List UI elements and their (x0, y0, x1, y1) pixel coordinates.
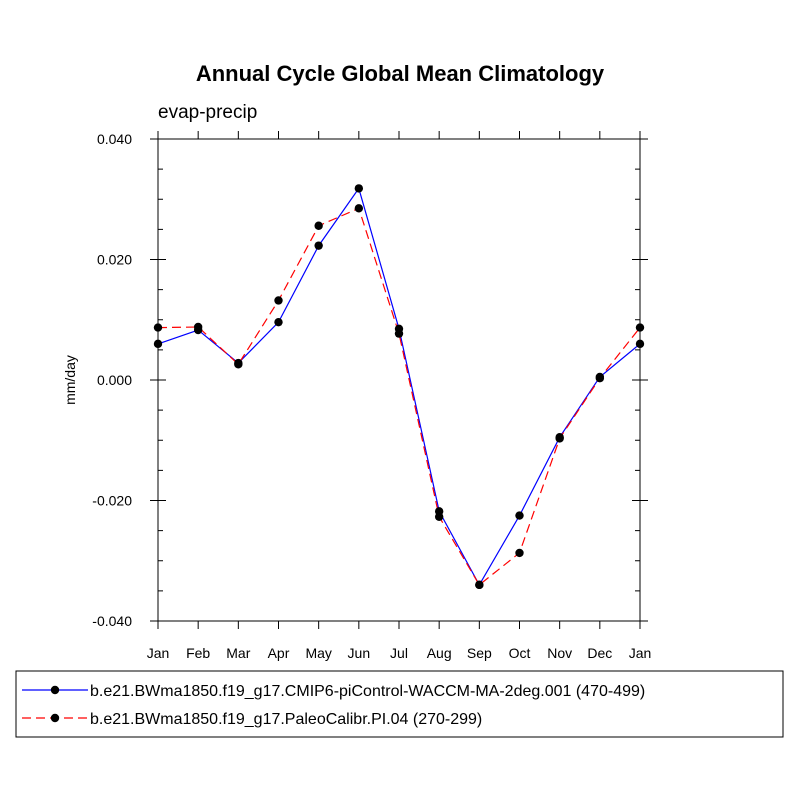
legend-entry: b.e21.BWma1850.f19_g17.CMIP6-piControl-W… (90, 683, 645, 700)
legend-marker (50, 685, 60, 695)
x-tick-label: Jan (629, 645, 652, 661)
axis-ticks (150, 131, 648, 629)
data-point (354, 204, 364, 213)
series-line (157, 207, 641, 586)
data-point (234, 360, 243, 369)
series-layer (153, 184, 645, 590)
x-tick-label: Sep (467, 645, 492, 661)
x-tick-label: Jul (390, 645, 408, 661)
series-2-points (153, 204, 645, 590)
data-point (515, 548, 524, 558)
data-point (475, 580, 484, 590)
y-tick-label: -0.020 (92, 493, 132, 509)
x-tick-label: Jun (348, 645, 371, 661)
legend-marker (50, 713, 60, 723)
chart-title: Annual Cycle Global Mean Climatology (196, 61, 605, 86)
data-point (595, 373, 605, 383)
data-point (434, 512, 444, 521)
x-tick-label: Apr (268, 645, 290, 661)
x-tick-label: Jan (147, 645, 170, 661)
data-point (394, 329, 404, 338)
y-tick-label: 0.000 (97, 372, 132, 388)
y-tick-label: -0.040 (92, 613, 132, 629)
legend-entry: b.e21.BWma1850.f19_g17.PaleoCalibr.PI.04… (90, 711, 482, 728)
series-1-points (153, 184, 645, 590)
chart-subtitle: evap-precip (158, 102, 257, 123)
x-tick-label: Nov (547, 645, 572, 661)
plot-frame (157, 138, 641, 622)
x-tick-label: Mar (226, 645, 250, 661)
data-point (515, 511, 524, 520)
legend-box (15, 670, 784, 738)
y-tick-label: 0.020 (97, 252, 132, 268)
series-2 (157, 207, 641, 586)
x-tick-label: May (305, 645, 331, 661)
series-line (157, 187, 641, 587)
legend: b.e21.BWma1850.f19_g17.CMIP6-piControl-W… (15, 670, 784, 738)
y-axis-label: mm/day (62, 355, 78, 405)
data-point (274, 296, 283, 305)
x-tick-label: Dec (587, 645, 612, 661)
data-point (354, 184, 364, 193)
data-point (314, 241, 323, 250)
x-tick-label: Feb (186, 645, 210, 661)
data-point (314, 221, 323, 230)
x-tick-label: Oct (509, 645, 531, 661)
series-1 (157, 187, 641, 587)
x-tick-label: Aug (427, 645, 452, 661)
tick-labels: Jan Feb Mar Apr May Jun Jul Aug Sep Oct Nov Dec Jan 0… (92, 131, 651, 661)
data-point (555, 434, 564, 443)
y-tick-label: 0.040 (97, 131, 132, 147)
data-point (274, 317, 283, 327)
data-point (193, 322, 203, 332)
